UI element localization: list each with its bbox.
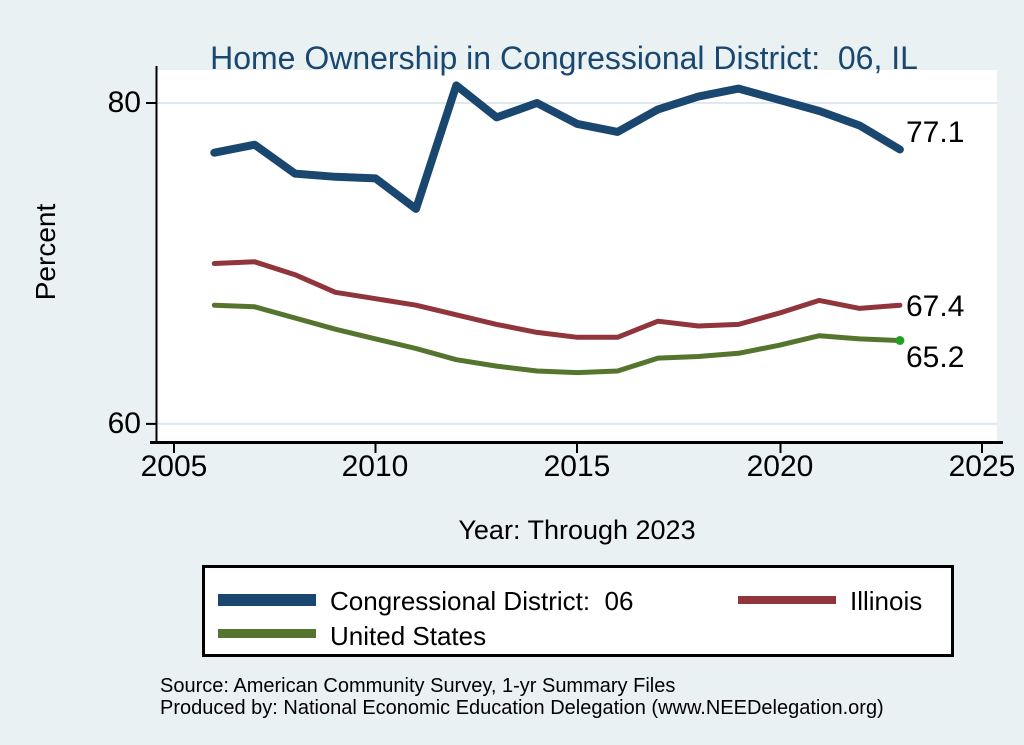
x-tick-label-2020: 2020	[746, 450, 814, 483]
y-tick-marks	[146, 102, 156, 425]
legend-label-illinois: Illinois	[850, 586, 923, 616]
legend-label-us: United States	[330, 621, 487, 651]
y-tick-label-80: 80	[107, 86, 141, 119]
source-note: Source: American Community Survey, 1-yr …	[160, 675, 676, 697]
end-value-label-illinois: 67.4	[906, 290, 965, 323]
legend-swatch-district	[218, 594, 316, 606]
y-axis-title: Percent	[30, 203, 61, 301]
x-tick-label-2005: 2005	[140, 450, 208, 483]
x-tick-label-2025: 2025	[948, 450, 1016, 483]
x-axis-title: Year: Through 2023	[458, 515, 696, 545]
chart-title: Home Ownership in Congressional District…	[210, 40, 918, 76]
footnotes: Source: American Community Survey, 1-yr …	[160, 675, 884, 719]
x-tick-label-2015: 2015	[543, 450, 611, 483]
legend-box: Congressional District: 06 Illinois Unit…	[202, 565, 954, 657]
end-value-label-district: 77.1	[906, 116, 965, 149]
line-congressional-district	[210, 81, 904, 213]
x-tick-marks	[173, 444, 983, 453]
legend-swatch-us	[218, 629, 316, 638]
x-tick-label-2010: 2010	[341, 450, 409, 483]
y-tick-label-60: 60	[107, 407, 141, 440]
end-value-label-us: 65.2	[906, 341, 965, 374]
line-illinois	[211, 259, 903, 340]
us-latest-point-marker	[895, 336, 905, 345]
legend-label-district: Congressional District: 06	[330, 586, 634, 616]
legend-swatch-illinois	[738, 596, 836, 604]
plot-area	[157, 70, 997, 441]
produced-by-note: Produced by: National Economic Education…	[160, 696, 884, 719]
line-united-states	[211, 302, 903, 376]
